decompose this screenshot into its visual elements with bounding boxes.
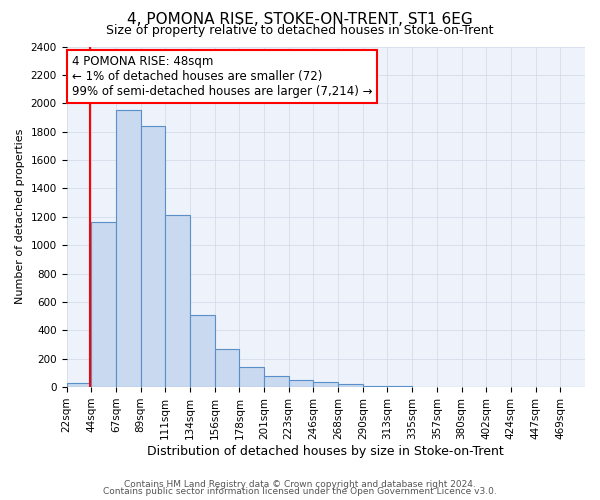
Text: Contains HM Land Registry data © Crown copyright and database right 2024.: Contains HM Land Registry data © Crown c… xyxy=(124,480,476,489)
Text: Size of property relative to detached houses in Stoke-on-Trent: Size of property relative to detached ho… xyxy=(106,24,494,37)
Bar xyxy=(165,216,190,387)
Text: 4, POMONA RISE, STOKE-ON-TRENT, ST1 6EG: 4, POMONA RISE, STOKE-ON-TRENT, ST1 6EG xyxy=(127,12,473,28)
Bar xyxy=(67,383,91,387)
Bar xyxy=(289,380,313,387)
Bar xyxy=(116,110,140,387)
Bar xyxy=(239,366,264,387)
Bar xyxy=(264,376,289,387)
Bar xyxy=(140,126,165,387)
Text: 4 POMONA RISE: 48sqm
← 1% of detached houses are smaller (72)
99% of semi-detach: 4 POMONA RISE: 48sqm ← 1% of detached ho… xyxy=(72,55,372,98)
Bar xyxy=(338,384,363,387)
Bar xyxy=(313,382,338,387)
Y-axis label: Number of detached properties: Number of detached properties xyxy=(15,129,25,304)
Bar xyxy=(215,350,239,387)
Bar xyxy=(190,314,215,387)
Bar xyxy=(388,386,412,387)
Bar xyxy=(363,386,388,387)
Text: Contains public sector information licensed under the Open Government Licence v3: Contains public sector information licen… xyxy=(103,487,497,496)
Bar xyxy=(91,222,116,387)
X-axis label: Distribution of detached houses by size in Stoke-on-Trent: Distribution of detached houses by size … xyxy=(148,444,504,458)
